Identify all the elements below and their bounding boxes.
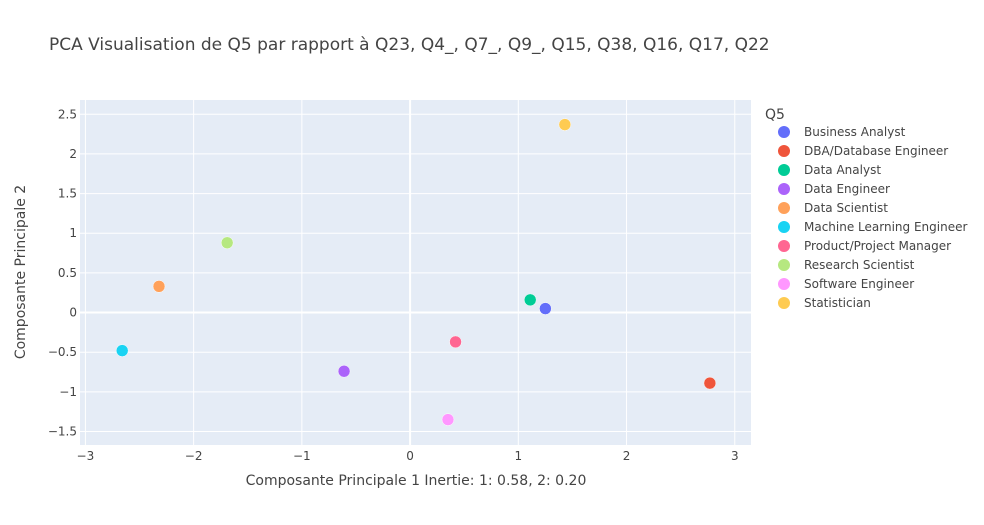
- legend-label: Product/Project Manager: [804, 239, 951, 253]
- legend-item[interactable]: Data Engineer: [778, 182, 890, 196]
- x-axis-title: Composante Principale 1 Inertie: 1: 0.58…: [246, 473, 587, 489]
- x-tick-label: −3: [77, 449, 95, 463]
- data-point: [441, 413, 455, 426]
- legend-marker: [778, 221, 790, 233]
- data-point: [539, 302, 552, 315]
- x-tick-label: 0: [406, 449, 414, 463]
- y-axis-title: Composante Principale 2: [13, 185, 29, 359]
- legend-marker: [778, 278, 790, 290]
- legend-item[interactable]: Software Engineer: [778, 277, 914, 291]
- legend-marker: [778, 259, 790, 271]
- data-point: [220, 236, 234, 250]
- legend-label: Research Scientist: [804, 258, 915, 272]
- x-tick-label: 3: [731, 449, 739, 463]
- y-tick-label: −1.5: [48, 425, 77, 439]
- legend-marker: [778, 164, 790, 176]
- legend-label: Machine Learning Engineer: [804, 220, 967, 234]
- legend-item[interactable]: Data Scientist: [778, 201, 888, 215]
- y-tick-label: 2.5: [58, 107, 77, 121]
- data-point: [703, 376, 717, 390]
- y-tick-label: −0.5: [48, 345, 77, 359]
- legend-marker: [778, 202, 790, 214]
- legend-label: Statistician: [804, 296, 871, 310]
- legend-item[interactable]: DBA/Database Engineer: [778, 144, 948, 158]
- y-tick-label: 0.5: [58, 266, 77, 280]
- legend-item[interactable]: Data Analyst: [778, 163, 881, 177]
- data-point: [523, 293, 537, 307]
- legend-marker: [778, 183, 790, 195]
- x-tick-label: −2: [185, 449, 203, 463]
- y-tick-label: 1.5: [58, 187, 77, 201]
- legend-marker: [778, 297, 790, 309]
- legend-label: Data Engineer: [804, 182, 890, 196]
- data-points: [115, 118, 717, 426]
- legend-label: Business Analyst: [804, 125, 906, 139]
- axis-ticks: −3 −2 −1 0 1 2 3 −1.5 −1 −0.5 0 0.5 1 1.5 2 2.5: [48, 107, 739, 463]
- y-tick-label: 2: [69, 147, 77, 161]
- data-point: [449, 335, 462, 349]
- x-tick-label: 1: [514, 449, 522, 463]
- legend-title: Q5: [765, 107, 785, 123]
- x-tick-label: 2: [623, 449, 631, 463]
- legend-item[interactable]: Machine Learning Engineer: [778, 220, 967, 234]
- legend-item[interactable]: Product/Project Manager: [778, 239, 951, 253]
- data-point: [115, 344, 129, 357]
- legend-label: DBA/Database Engineer: [804, 144, 948, 158]
- x-tick-label: −1: [293, 449, 311, 463]
- y-tick-label: 1: [69, 226, 77, 240]
- legend: Q5 Business Analyst DBA/Database Engineer…: [765, 107, 967, 310]
- chart-title: PCA Visualisation de Q5 par rapport à Q2…: [49, 35, 770, 55]
- legend-label: Software Engineer: [804, 277, 914, 291]
- grid-lines: [80, 100, 751, 445]
- y-tick-label: −1: [59, 385, 77, 399]
- legend-item[interactable]: Statistician: [778, 296, 871, 310]
- legend-item[interactable]: Research Scientist: [778, 258, 915, 272]
- data-point: [558, 118, 572, 131]
- legend-marker: [778, 240, 790, 252]
- data-point: [337, 364, 351, 378]
- legend-item[interactable]: Business Analyst: [778, 125, 906, 139]
- data-point: [152, 280, 166, 293]
- y-tick-label: 0: [69, 306, 77, 320]
- legend-label: Data Analyst: [804, 163, 881, 177]
- legend-marker: [778, 126, 790, 138]
- legend-label: Data Scientist: [804, 201, 888, 215]
- legend-marker: [778, 145, 790, 157]
